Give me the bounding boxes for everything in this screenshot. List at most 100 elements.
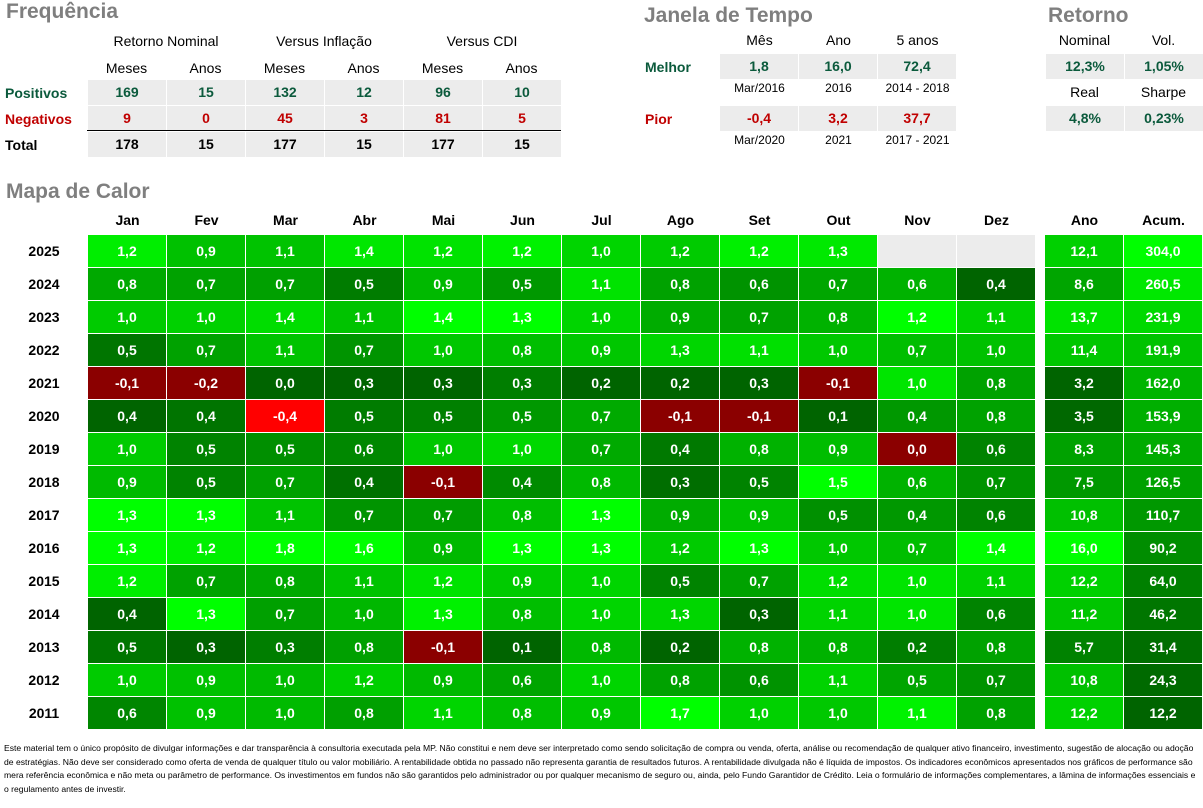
frequencia-cell: 96 [404, 80, 482, 105]
heatmap-cell: 0,3 [404, 367, 482, 399]
heatmap-cell: 0,5 [325, 400, 403, 432]
month-header: Set [748, 212, 771, 228]
heatmap-cell: 0,5 [720, 466, 798, 498]
heatmap-cell: 0,7 [325, 334, 403, 366]
janela-value: 3,2 [799, 106, 877, 131]
frequencia-cell: 9 [88, 106, 166, 131]
heatmap-cell: 13,7 [1045, 301, 1123, 333]
heatmap-cell: 0,4 [957, 268, 1035, 300]
heatmap-cell: 191,9 [1124, 334, 1202, 366]
heatmap-cell: 1,1 [246, 499, 324, 531]
retorno-value: 1,05% [1125, 54, 1203, 79]
heatmap-cell: 0,6 [957, 598, 1035, 630]
heatmap-cell: -0,1 [88, 367, 166, 399]
heatmap-cell: 0,7 [878, 334, 956, 366]
row-label-total: Total [5, 137, 38, 153]
heatmap-cell: 0,8 [720, 433, 798, 465]
heatmap-cell: 0,7 [404, 499, 482, 531]
heatmap-cell: 1,1 [562, 268, 640, 300]
heatmap-cell: 1,0 [878, 367, 956, 399]
heatmap-cell: 0,9 [404, 532, 482, 564]
heatmap-cell: 0,8 [325, 631, 403, 663]
total-divider [87, 130, 561, 131]
heatmap-cell: 0,6 [325, 433, 403, 465]
heatmap-cell: 1,3 [562, 532, 640, 564]
heatmap-cell: 1,3 [483, 532, 561, 564]
heatmap-cell: 5,7 [1045, 631, 1123, 663]
retorno-header: Vol. [1151, 32, 1176, 48]
month-header: Jul [591, 212, 612, 228]
heatmap-cell: 0,4 [483, 466, 561, 498]
heatmap-cell: 1,1 [878, 697, 956, 729]
heatmap-cell: 1,0 [88, 664, 166, 696]
heatmap-cell: 0,3 [167, 631, 245, 663]
frequencia-cell: 177 [404, 132, 482, 157]
heatmap-cell: 11,4 [1045, 334, 1123, 366]
total-header: Ano [1070, 212, 1099, 228]
heatmap-cell: 0,1 [799, 400, 877, 432]
heatmap-cell: 1,7 [641, 697, 719, 729]
heatmap-cell: 0,5 [483, 400, 561, 432]
month-header: Mai [431, 212, 456, 228]
heatmap-cell: 231,9 [1124, 301, 1202, 333]
heatmap-cell: 1,6 [325, 532, 403, 564]
heatmap-cell: 260,5 [1124, 268, 1202, 300]
heatmap-cell: 1,0 [799, 697, 877, 729]
heatmap-cell: 0,5 [246, 433, 324, 465]
heatmap-cell: 1,3 [88, 532, 166, 564]
heatmap-cell: 3,5 [1045, 400, 1123, 432]
heatmap-cell: 1,1 [404, 697, 482, 729]
frequencia-cell: 10 [483, 80, 561, 105]
heatmap-cell: 0,6 [957, 499, 1035, 531]
heatmap-cell: 1,2 [799, 565, 877, 597]
janela-value: 1,8 [720, 54, 798, 79]
janela-period: Mar/2016 [734, 81, 785, 95]
heatmap-cell: 31,4 [1124, 631, 1202, 663]
year-label: 2019 [28, 441, 60, 457]
heatmap-cell: 1,2 [325, 664, 403, 696]
sub-header: Meses [105, 60, 148, 76]
heatmap-cell: 0,6 [720, 664, 798, 696]
heatmap-cell: 12,1 [1045, 235, 1123, 267]
heatmap-cell: 0,9 [562, 697, 640, 729]
heatmap-cell: 0,6 [720, 268, 798, 300]
heatmap-cell: 0,3 [325, 367, 403, 399]
heatmap-cell: 0,4 [167, 400, 245, 432]
heatmap-cell: 90,2 [1124, 532, 1202, 564]
heatmap-cell: 0,7 [246, 466, 324, 498]
heatmap-cell: 0,5 [167, 466, 245, 498]
heatmap-cell: 1,3 [720, 532, 798, 564]
heatmap-cell: 12,2 [1045, 697, 1123, 729]
heatmap-cell: 1,0 [562, 301, 640, 333]
heatmap-cell: 0,7 [167, 565, 245, 597]
heatmap-cell: 0,5 [799, 499, 877, 531]
heatmap-cell: 0,0 [878, 433, 956, 465]
heatmap-cell: 1,0 [404, 334, 482, 366]
heatmap-cell: 1,0 [88, 301, 166, 333]
heatmap-cell: 0,4 [325, 466, 403, 498]
heatmap-cell: 0,4 [878, 400, 956, 432]
heatmap-cell: 1,2 [404, 235, 482, 267]
year-label: 2021 [28, 375, 60, 391]
frequencia-cell: 12 [325, 80, 403, 105]
sub-header: Anos [189, 60, 222, 76]
heatmap-cell: 0,9 [167, 697, 245, 729]
year-label: 2020 [28, 408, 60, 424]
frequencia-cell: 177 [246, 132, 324, 157]
frequencia-cell: 178 [88, 132, 166, 157]
heatmap-cell-empty [878, 235, 956, 267]
heatmap-cell: 1,0 [562, 598, 640, 630]
heatmap-cell: 1,3 [799, 235, 877, 267]
retorno-header: Real [1070, 84, 1099, 100]
heatmap-cell: 0,6 [878, 268, 956, 300]
heatmap-cell: 0,8 [957, 367, 1035, 399]
heatmap-cell: 0,7 [562, 433, 640, 465]
frequencia-cell: 15 [483, 132, 561, 157]
janela-header: Mês [746, 32, 773, 48]
heatmap-cell: 1,1 [957, 565, 1035, 597]
heatmap-cell: 1,0 [957, 334, 1035, 366]
heatmap-cell: 0,7 [562, 400, 640, 432]
heatmap-cell: 1,2 [641, 532, 719, 564]
retorno-value: 0,23% [1125, 106, 1203, 131]
year-label: 2011 [28, 705, 60, 721]
